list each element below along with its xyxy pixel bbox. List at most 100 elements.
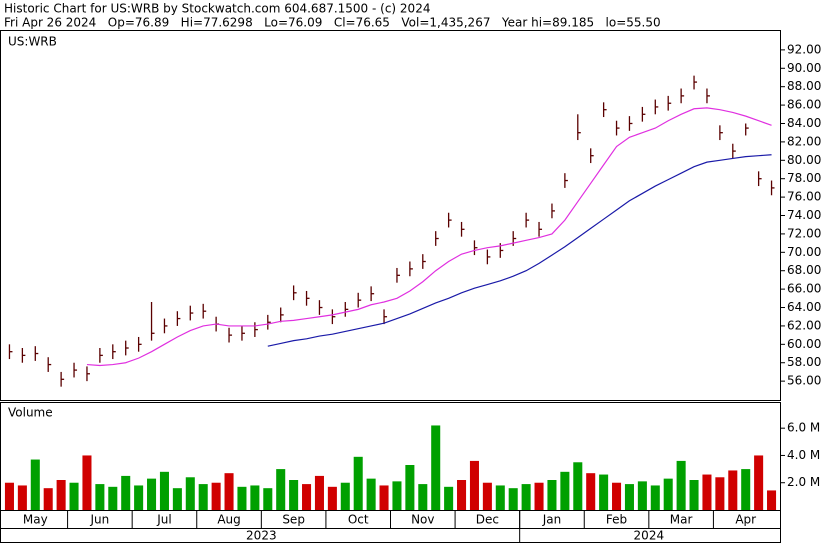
moving-average	[86, 107, 772, 367]
x-tick-label: Mar	[670, 513, 693, 527]
x-tick-label: Sep	[282, 513, 305, 527]
volume-bar	[392, 481, 402, 510]
volume-bar	[521, 484, 531, 510]
volume-bar	[237, 486, 247, 510]
volume-bar	[431, 425, 441, 510]
x-tick-label: Apr	[735, 513, 756, 527]
volume-bar	[17, 485, 27, 510]
header-line: Historic Chart for US:WRB by Stockwatch.…	[4, 2, 430, 16]
volume-bar	[469, 460, 479, 510]
volume-bar	[172, 488, 182, 510]
y-tick-label: 92.00	[787, 42, 821, 56]
volume-bar	[289, 480, 299, 510]
volume-bar	[108, 486, 118, 510]
x-tick-label: Jul	[156, 513, 171, 527]
volume-bar	[612, 482, 622, 510]
y-tick-label: 66.00	[787, 282, 821, 296]
volume-bar	[508, 488, 518, 510]
volume-bar	[198, 484, 208, 510]
volume-bar	[547, 480, 557, 510]
symbol: US:WRB	[8, 35, 57, 49]
x-tick-label: Jun	[90, 513, 110, 527]
y-tick-label: 64.00	[787, 300, 821, 314]
volume-bar	[599, 474, 609, 510]
y-tick-label: 70.00	[787, 245, 821, 259]
volume-bar	[95, 484, 105, 510]
volume-bar	[741, 469, 751, 510]
volume-bar	[689, 480, 699, 510]
volume-bar	[586, 473, 596, 510]
volume-bar	[676, 460, 686, 510]
volume-bar	[482, 482, 492, 510]
header-line: Fri Apr 26 2024 Op=76.89 Hi=77.6298 Lo=7…	[4, 16, 661, 30]
x-tick-label: Dec	[476, 513, 499, 527]
y-tick-label: 88.00	[787, 79, 821, 93]
volume-bar	[147, 478, 157, 510]
y-tick-label: 80.00	[787, 153, 821, 167]
y-tick-label: 86.00	[787, 98, 821, 112]
volume-bar	[43, 488, 53, 510]
y-tick-label: 74.00	[787, 208, 821, 222]
volume-bar	[276, 469, 286, 510]
year-label: 2023	[246, 529, 277, 543]
y-tick-label: 62.00	[787, 318, 821, 332]
volume-bar	[379, 485, 389, 510]
volume-bar	[263, 488, 273, 510]
volume-bar	[4, 482, 14, 510]
volume-bar	[444, 486, 454, 510]
x-tick-label: Nov	[411, 513, 434, 527]
volume-bar	[624, 484, 634, 510]
volume-bar	[702, 474, 712, 510]
volume-bar	[715, 477, 725, 510]
volume-bar	[495, 485, 505, 510]
volume-bar	[121, 475, 131, 510]
volume-bar	[314, 475, 324, 510]
y-tick-label: 4.0 M	[787, 448, 820, 462]
y-tick-label: 76.00	[787, 190, 821, 204]
volume-bar	[650, 485, 660, 510]
volume-bar	[418, 484, 428, 510]
y-tick-label: 78.00	[787, 171, 821, 185]
volume-bar	[134, 485, 144, 510]
volume-bar	[366, 478, 376, 510]
y-tick-label: 68.00	[787, 263, 821, 277]
volume-bar	[353, 456, 363, 510]
y-tick-label: 60.00	[787, 337, 821, 351]
y-tick-label: 2.0 M	[787, 475, 820, 489]
y-tick-label: 72.00	[787, 226, 821, 240]
x-tick-label: May	[23, 513, 48, 527]
volume-bar	[573, 462, 583, 510]
y-tick-label: 84.00	[787, 116, 821, 130]
volume-bar	[457, 480, 467, 510]
volume-bar	[560, 471, 570, 510]
volume-bar	[637, 481, 647, 510]
volume-bar	[327, 486, 337, 510]
volume-bar	[159, 471, 169, 510]
volume-bar	[663, 478, 673, 510]
volume-bar	[82, 455, 92, 510]
volume-bar	[302, 484, 312, 510]
y-tick-label: 6.0 M	[787, 421, 820, 435]
y-tick-label: 90.00	[787, 61, 821, 75]
volume-bar	[56, 480, 66, 510]
volume-bar	[69, 482, 79, 510]
x-tick-label: Jan	[542, 513, 562, 527]
x-tick-label: Feb	[606, 513, 627, 527]
volume-bar	[30, 459, 40, 510]
volume-label: Volume	[8, 406, 53, 420]
volume-bar	[185, 477, 195, 510]
volume-bar	[340, 482, 350, 510]
year-label: 2024	[634, 529, 665, 543]
y-tick-label: 56.00	[787, 374, 821, 388]
volume-bar	[405, 465, 415, 510]
volume-bar	[534, 482, 544, 510]
volume-bar	[211, 482, 221, 510]
x-tick-label: Oct	[348, 513, 369, 527]
moving-average	[267, 154, 772, 347]
volume-bar	[767, 490, 777, 510]
volume-bar	[224, 473, 234, 510]
volume-bar	[250, 485, 260, 510]
volume-bar	[754, 455, 764, 510]
